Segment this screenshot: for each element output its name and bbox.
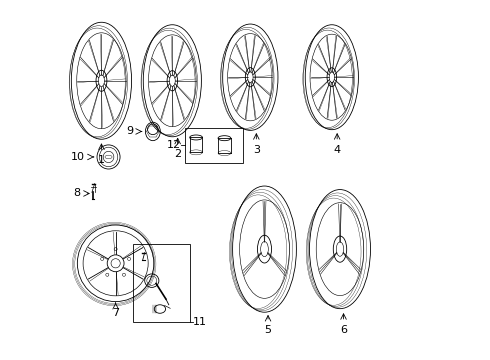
- Text: 10: 10: [71, 152, 85, 162]
- Text: 8: 8: [74, 189, 80, 198]
- Text: 1: 1: [98, 155, 105, 165]
- Text: 5: 5: [265, 325, 271, 334]
- Text: 3: 3: [253, 145, 260, 154]
- Text: 11: 11: [193, 318, 207, 328]
- Bar: [185, 127, 243, 163]
- Text: 9: 9: [126, 126, 133, 136]
- Bar: [133, 244, 190, 323]
- Text: 4: 4: [334, 145, 341, 154]
- Text: 12: 12: [167, 140, 180, 150]
- Text: 7: 7: [112, 308, 119, 318]
- Text: 2: 2: [174, 149, 181, 159]
- Text: 6: 6: [340, 325, 347, 334]
